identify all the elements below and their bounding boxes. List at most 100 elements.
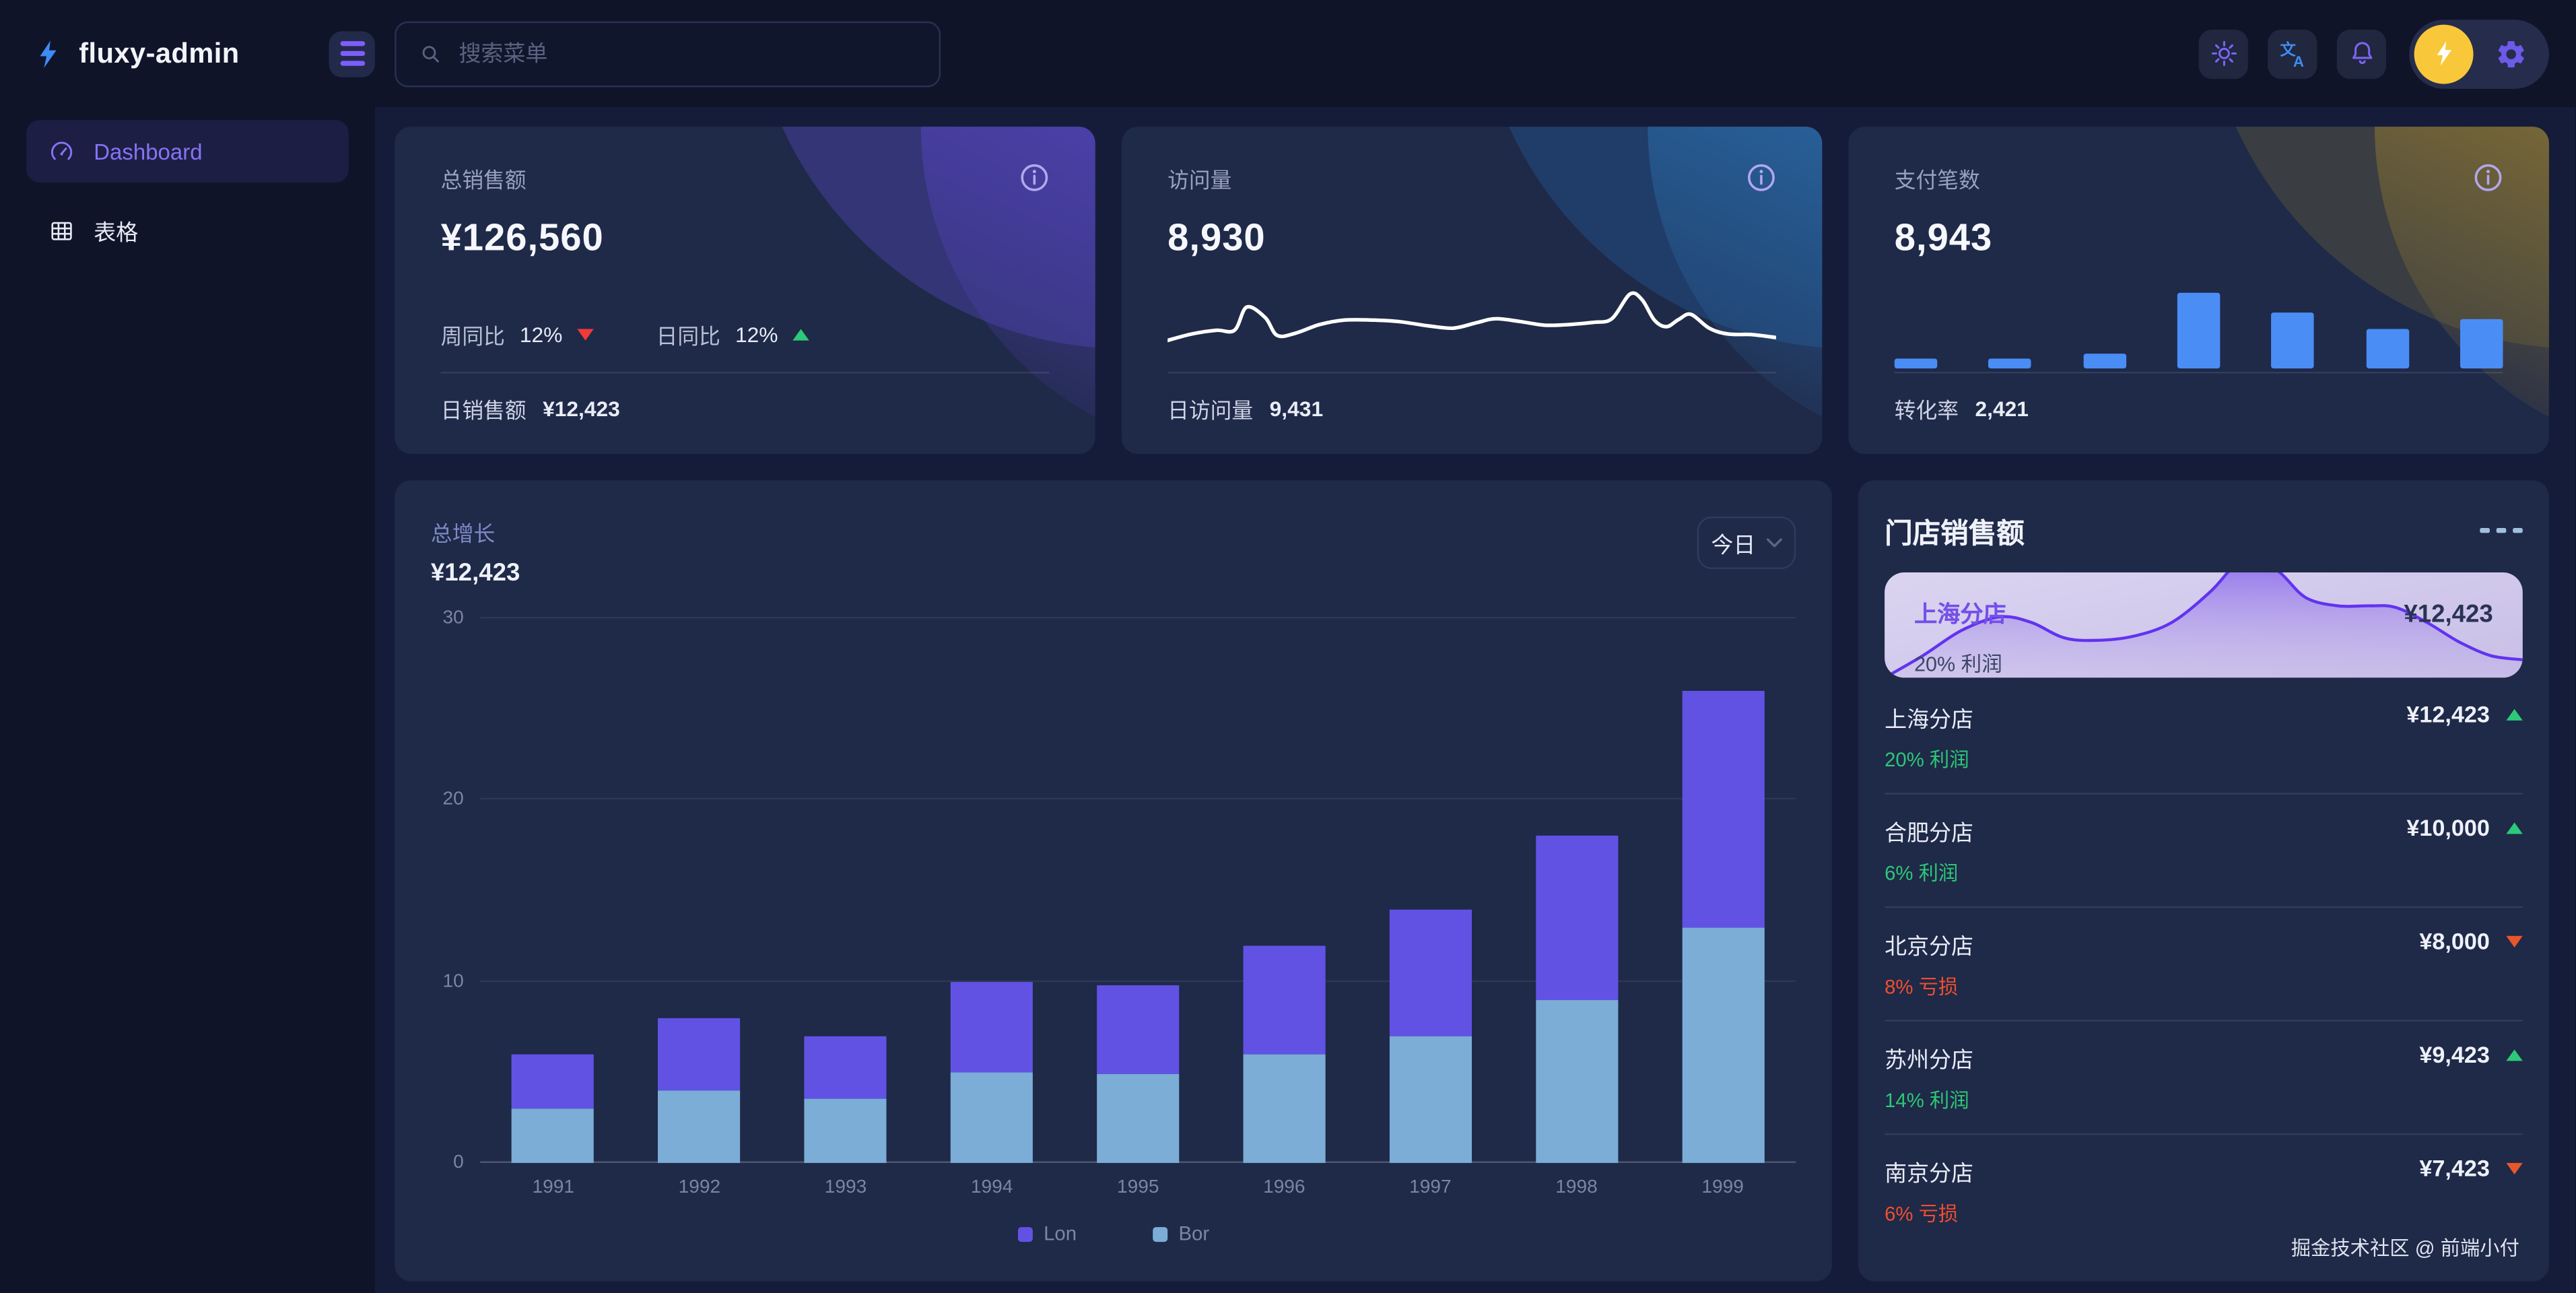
store-value-group: ¥10,000 xyxy=(2406,814,2523,840)
bar-group-1991 xyxy=(480,1054,626,1163)
brand: fluxy-admin xyxy=(0,36,329,72)
store-note: 8% 亏损 xyxy=(1885,975,1959,999)
payments-mini-bar-chart xyxy=(1894,292,2503,369)
x-axis-label: 1998 xyxy=(1555,1177,1598,1198)
store-row: 苏州分店 14% 利润 ¥9,423 xyxy=(1885,1022,2523,1135)
sidebar-item-dashboard[interactable]: Dashboard xyxy=(26,120,349,183)
store-name: 北京分店 xyxy=(1885,934,1974,959)
bar-segment-lon-1999 xyxy=(1681,691,1764,927)
trend-down-icon xyxy=(2506,1162,2523,1174)
hamburger-line xyxy=(339,51,365,56)
bar-segment-lon-1994 xyxy=(951,981,1033,1073)
gridline xyxy=(480,979,1796,982)
stat-card-payments: 支付笔数 8,943 转化率 2,421 xyxy=(1848,127,2549,455)
gridline xyxy=(480,798,1796,800)
menu-toggle-button[interactable] xyxy=(329,30,375,77)
mini-bar xyxy=(1988,359,2032,369)
bar-segment-bor-1997 xyxy=(1389,1036,1472,1163)
store-value-group: ¥9,423 xyxy=(2419,1041,2523,1068)
bar-group-1996 xyxy=(1211,945,1357,1163)
highlight-store-value: ¥12,423 xyxy=(2404,599,2493,628)
store-value-group: ¥8,000 xyxy=(2419,928,2523,954)
store-row: 南京分店 6% 亏损 ¥7,423 xyxy=(1885,1135,2523,1234)
footer-value: ¥12,423 xyxy=(543,396,620,422)
range-select[interactable]: 今日 xyxy=(1697,516,1796,570)
info-icon[interactable] xyxy=(1019,163,1049,193)
card-footer: 日访问量 9,431 xyxy=(1167,373,1776,424)
bar-segment-bor-1991 xyxy=(512,1108,595,1163)
stacked-bar-chart: 0 10 20 30 xyxy=(443,609,1796,1173)
chevron-down-icon xyxy=(1765,538,1782,548)
bar-segment-lon-1992 xyxy=(658,1018,741,1091)
store-row: 北京分店 8% 亏损 ¥8,000 xyxy=(1885,908,2523,1022)
store-info: 北京分店 8% 亏损 xyxy=(1885,928,1973,1000)
hamburger-line xyxy=(339,61,365,65)
y-axis-label: 30 xyxy=(442,608,464,629)
sidebar-item-table[interactable]: 表格 xyxy=(26,199,349,262)
store-info: 上海分店 20% 利润 xyxy=(1885,701,1973,773)
main-content: 总销售额 ¥126,560 周同比 12% 日同比 12% 日销售额 ¥12,423 … xyxy=(374,106,2575,1293)
bar-segment-lon-1998 xyxy=(1535,836,1618,1000)
footer-label: 日访问量 xyxy=(1167,398,1254,423)
legend-swatch xyxy=(1152,1226,1167,1241)
search-box[interactable] xyxy=(395,20,941,87)
bar-segment-bor-1994 xyxy=(951,1072,1033,1163)
bar-segment-bor-1993 xyxy=(804,1099,887,1163)
x-axis-labels: 1991 1992 1993 1994 1995 1996 1997 1998 1999 xyxy=(480,1178,1796,1197)
card-value: 8,943 xyxy=(1894,215,1993,259)
settings-gear-icon[interactable] xyxy=(2495,37,2528,70)
divider xyxy=(1167,372,1776,374)
bottom-row: 总增长 ¥12,423 今日 0 10 20 30 1991 1992 1993 1994 1… xyxy=(395,480,2549,1282)
translate-icon: 文A xyxy=(2280,39,2305,69)
theme-toggle-button[interactable] xyxy=(2198,28,2248,79)
footer-label: 转化率 xyxy=(1894,398,1959,423)
bar-segment-bor-1998 xyxy=(1535,999,1618,1163)
notifications-button[interactable] xyxy=(2336,28,2387,79)
footer-value: 2,421 xyxy=(1975,396,2029,422)
highlight-store-name: 上海分店 xyxy=(1914,600,2006,627)
x-axis-label: 1999 xyxy=(1701,1177,1744,1198)
info-icon[interactable] xyxy=(1747,163,1776,193)
y-axis-label: 0 xyxy=(453,1153,464,1173)
bar-group-1999 xyxy=(1650,691,1796,1163)
info-icon[interactable] xyxy=(2474,163,2503,193)
legend-item-lon[interactable]: Lon xyxy=(1017,1222,1077,1245)
store-highlight-card[interactable]: 上海分店 ¥12,423 20% 利润 xyxy=(1885,572,2523,678)
legend-item-bor[interactable]: Bor xyxy=(1152,1222,1209,1245)
store-row: 合肥分店 6% 利润 ¥10,000 xyxy=(1885,795,2523,908)
store-list: 上海分店 20% 利润 ¥12,423 合肥分店 6% 利润 ¥10,000 北京分店 8% … xyxy=(1885,681,2523,1234)
chart-value: ¥12,423 xyxy=(430,559,520,587)
svg-text:文: 文 xyxy=(2280,39,2297,57)
card-title: 支付笔数 xyxy=(1894,168,1980,193)
card-value: ¥126,560 xyxy=(440,215,604,259)
panel-title: 门店销售额 xyxy=(1885,518,2025,550)
footer-value: 9,431 xyxy=(1269,396,1324,422)
bar-segment-bor-1995 xyxy=(1097,1073,1180,1163)
growth-chart-card: 总增长 ¥12,423 今日 0 10 20 30 1991 1992 1993 1994 1… xyxy=(395,480,1832,1282)
store-name: 苏州分店 xyxy=(1885,1047,1974,1073)
sidebar: Dashboard 表格 xyxy=(0,106,375,1293)
store-value: ¥9,423 xyxy=(2419,1041,2490,1068)
sun-icon xyxy=(2210,40,2236,66)
bell-icon xyxy=(2351,42,2372,64)
stat-cards-row: 总销售额 ¥126,560 周同比 12% 日同比 12% 日销售额 ¥12,423 … xyxy=(395,127,2549,455)
search-input[interactable] xyxy=(459,41,918,66)
store-info: 合肥分店 6% 利润 xyxy=(1885,814,1973,886)
bars-layer xyxy=(480,632,1796,1163)
bar-group-1997 xyxy=(1357,908,1503,1163)
trend-up-icon xyxy=(2506,1049,2523,1061)
user-pill[interactable] xyxy=(2409,19,2549,88)
bar-group-1995 xyxy=(1065,985,1211,1163)
more-menu-icon[interactable] xyxy=(2480,521,2523,539)
sidebar-item-label: Dashboard xyxy=(94,139,203,164)
bar-segment-bor-1999 xyxy=(1681,927,1764,1163)
x-axis-label: 1995 xyxy=(1116,1177,1159,1198)
visits-sparkline-chart xyxy=(1167,291,1776,343)
x-axis-label: 1997 xyxy=(1409,1177,1452,1198)
bar-segment-lon-1991 xyxy=(512,1054,595,1109)
card-footer: 日销售额 ¥12,423 xyxy=(441,373,1050,424)
avatar[interactable] xyxy=(2414,24,2474,84)
y-axis-label: 10 xyxy=(442,971,464,992)
store-name: 上海分店 xyxy=(1885,707,1974,732)
